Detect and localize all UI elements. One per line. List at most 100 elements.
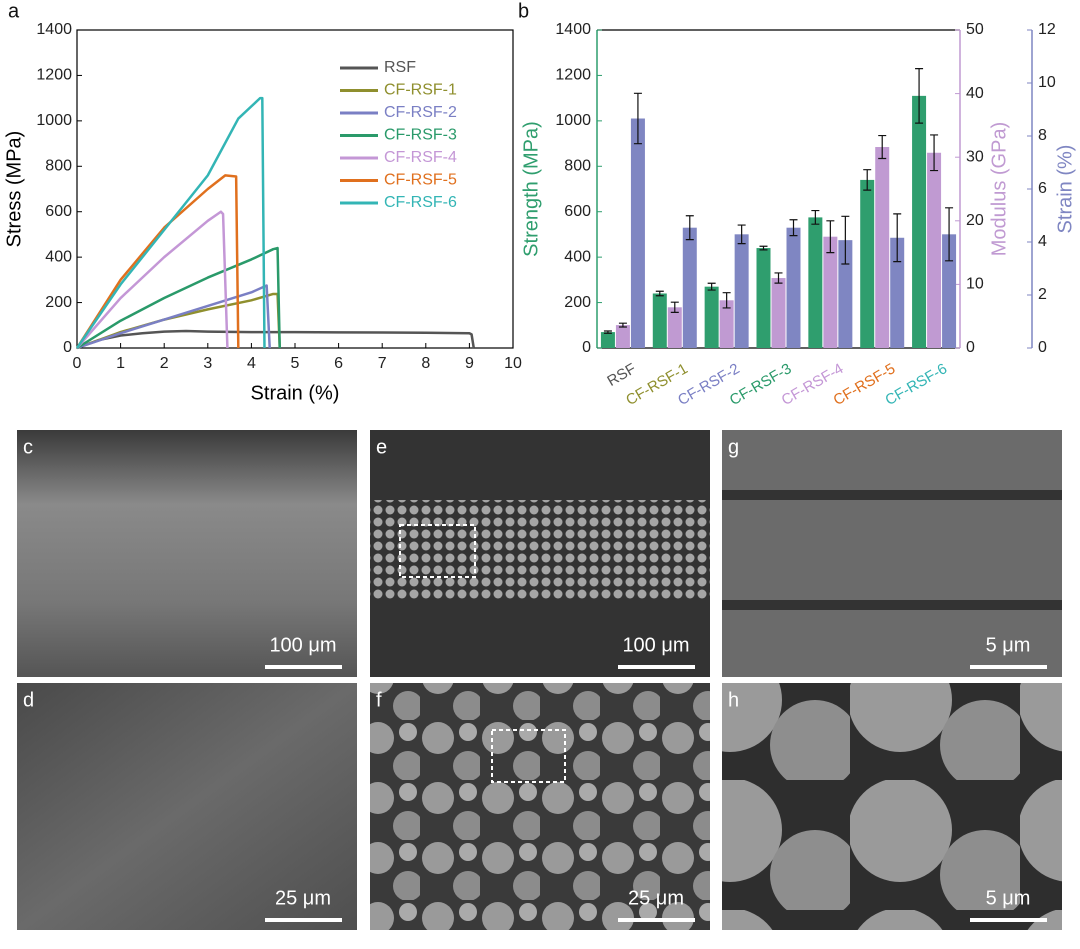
bar	[630, 118, 645, 348]
panel-label: b	[518, 0, 529, 22]
bar	[734, 234, 749, 348]
y-tick-label: 0	[582, 339, 591, 356]
bar	[786, 227, 801, 348]
bar	[704, 286, 719, 348]
x-tick-label: 2	[160, 355, 169, 372]
x-tick-label: 6	[334, 355, 343, 372]
y-tick-label: 200	[564, 294, 591, 311]
y-tick-label: 2	[1038, 286, 1047, 303]
bar	[652, 293, 667, 348]
x-tick-label: 5	[291, 355, 300, 372]
y-axis-label: Strength (MPa)	[520, 121, 542, 257]
scale-bar-label: 25 μm	[275, 887, 331, 909]
y-tick-label: 1200	[555, 67, 591, 84]
stress-strain-line	[76, 210, 229, 349]
stress-strain-line	[76, 284, 271, 350]
stress-strain-line	[75, 96, 266, 349]
error-bar	[945, 207, 954, 262]
error-bar	[893, 213, 902, 263]
scale-bar-label: 100 μm	[269, 634, 336, 656]
legend-label: CF-RSF-4	[384, 149, 457, 166]
panel-label: g	[728, 436, 739, 458]
y-tick-label: 1400	[555, 21, 591, 38]
error-bar	[863, 169, 872, 191]
sem-images	[17, 430, 1062, 930]
y-tick-label: 1000	[555, 112, 591, 129]
panel-label: e	[376, 436, 387, 458]
bar	[927, 152, 942, 348]
error-bar	[841, 215, 850, 265]
sem-image	[17, 683, 357, 930]
error-bar	[722, 292, 731, 309]
sem-texture	[722, 490, 1062, 500]
x-tick-label: 9	[465, 355, 474, 372]
error-bar	[670, 301, 679, 313]
y-axis-label: Strain (%)	[1054, 145, 1076, 234]
legend-label: CF-RSF-2	[384, 104, 457, 121]
scale-bar-label: 100 μm	[622, 634, 689, 656]
y-tick-label: 50	[966, 21, 984, 38]
panel-label: a	[8, 0, 20, 22]
dashed-box	[399, 524, 476, 578]
error-bar	[685, 215, 694, 241]
legend-label: RSF	[384, 59, 416, 76]
y-tick-label: 4	[1038, 233, 1047, 250]
y-tick-label: 600	[564, 203, 591, 220]
sem-texture	[370, 500, 710, 600]
y-tick-label: 400	[45, 248, 72, 265]
scale-bar-label: 5 μm	[986, 887, 1031, 909]
panel-label: f	[376, 689, 382, 711]
error-bar	[774, 272, 783, 284]
y-tick-label: 1400	[36, 21, 72, 38]
sem-image	[17, 430, 357, 677]
legend-label: CF-RSF-1	[384, 82, 457, 99]
legend-label: CF-RSF-6	[384, 194, 457, 211]
bar	[667, 307, 682, 348]
y-tick-label: 10	[1038, 74, 1056, 91]
y-axis-label: Stress (MPa)	[3, 131, 25, 248]
bar	[756, 248, 771, 348]
plot-frame	[76, 29, 514, 349]
bar	[860, 179, 875, 348]
y-tick-label: 1200	[36, 67, 72, 84]
sem-image	[722, 683, 1062, 930]
x-tick-label: 3	[203, 355, 212, 372]
sem-texture	[722, 600, 1062, 610]
sem-image	[370, 683, 710, 930]
bar	[600, 332, 615, 348]
error-bar	[603, 330, 612, 334]
legend-label: CF-RSF-5	[384, 172, 457, 189]
error-bar	[707, 282, 716, 291]
y-tick-label: 6	[1038, 180, 1047, 197]
y-tick-label: 0	[63, 339, 72, 356]
y-tick-label: 40	[966, 85, 984, 102]
error-bar	[826, 220, 835, 254]
x-tick-label: 0	[73, 355, 82, 372]
y-tick-label: 8	[1038, 127, 1047, 144]
sem-image	[722, 430, 1062, 677]
legend-label: CF-RSF-3	[384, 127, 457, 144]
x-tick-label: 1	[116, 355, 125, 372]
error-bar	[737, 224, 746, 245]
y-tick-label: 10	[966, 276, 984, 293]
stress-strain-line	[75, 174, 240, 349]
error-bar	[878, 134, 887, 160]
panel-label: d	[23, 689, 34, 711]
y-tick-label: 1000	[36, 112, 72, 129]
y-tick-label: 0	[966, 339, 975, 356]
error-bar	[618, 322, 627, 328]
y-tick-label: 0	[1038, 339, 1047, 356]
y-axis-label: Modulus (GPa)	[988, 122, 1010, 257]
y-tick-label: 800	[564, 158, 591, 175]
error-bar	[759, 245, 768, 251]
error-bar	[789, 219, 798, 237]
scale-bar-label: 25 μm	[628, 887, 684, 909]
bar	[719, 300, 734, 348]
error-bar	[655, 290, 664, 297]
y-tick-label: 30	[966, 148, 984, 165]
error-bar	[930, 134, 939, 172]
bar	[808, 217, 823, 348]
x-tick-label: 10	[504, 355, 522, 372]
y-tick-label: 800	[45, 158, 72, 175]
